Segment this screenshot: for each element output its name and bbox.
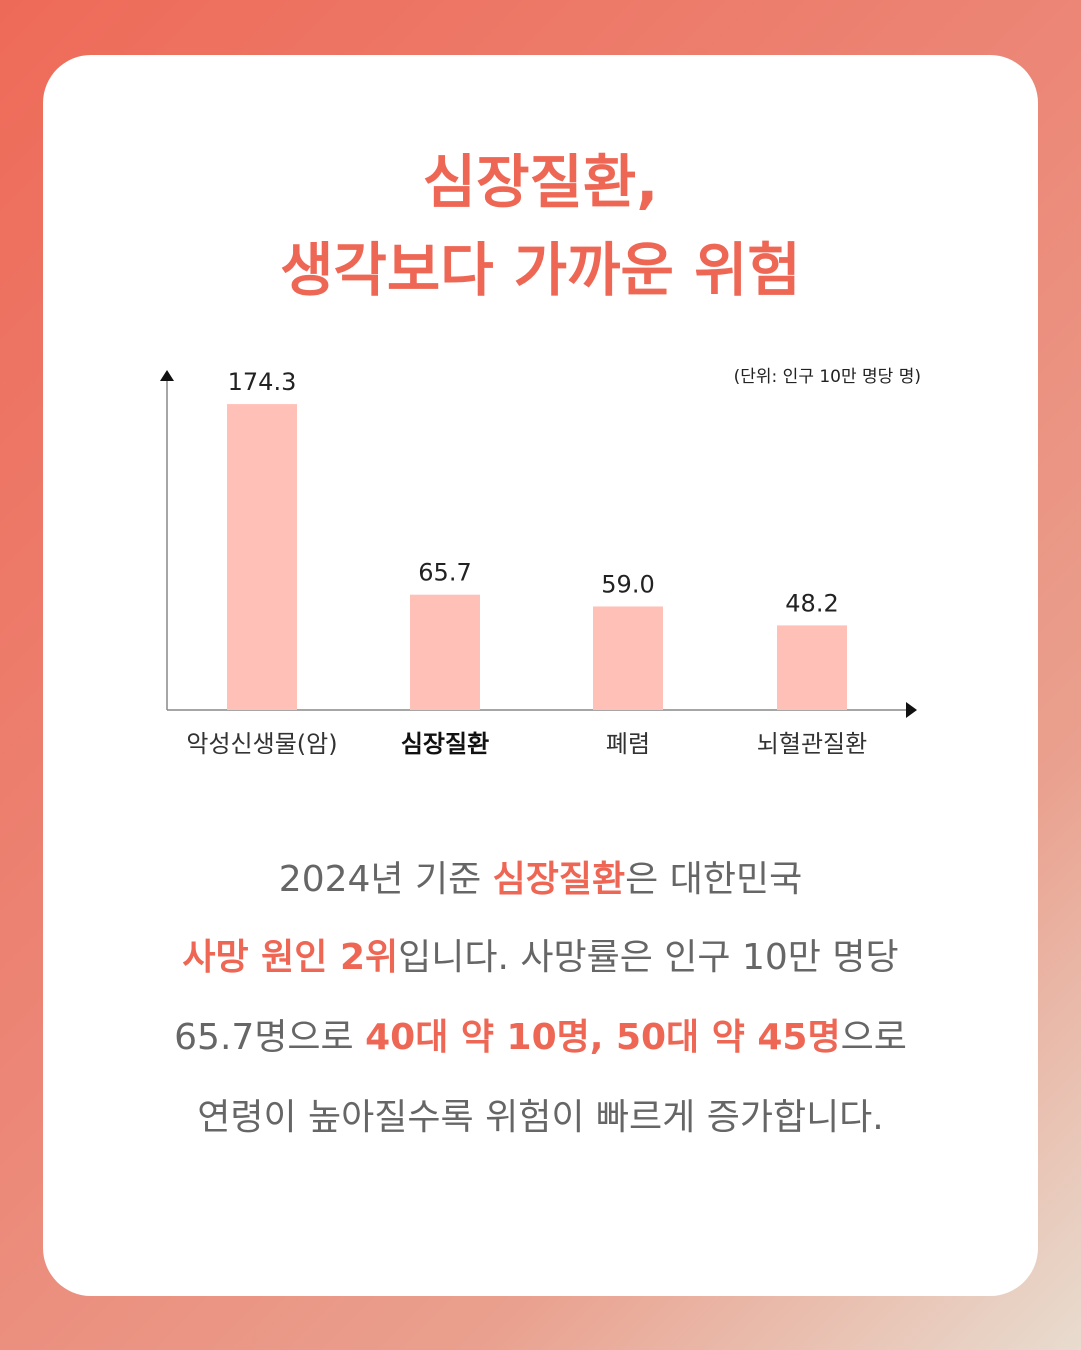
y-axis-arrow <box>160 370 174 381</box>
x-axis-arrow <box>906 702 917 718</box>
bar-3 <box>593 606 663 710</box>
bar-4 <box>777 625 847 710</box>
bar-2 <box>410 594 480 710</box>
bar-chart: 174.3 악성신생물(암) 65.7 심장질환 59.0 폐렴 48.2 뇌혈관질환 <box>160 368 917 758</box>
description-line1: 2024년 기준 심장질환은 대한민국 <box>278 859 803 900</box>
category-label-1: 악성신생물(암) <box>186 730 337 758</box>
category-label-2: 심장질환 <box>401 730 489 758</box>
description-line3: 65.7명으로 40대 약 10명, 50대 약 45명으로 <box>174 1017 907 1058</box>
content-card <box>43 55 1038 1296</box>
page-title-line2: 생각보다 가까운 위험 <box>280 236 801 304</box>
description-line4: 연령이 높아질수록 위험이 빠르게 증가합니다. <box>197 1097 884 1138</box>
category-label-4: 뇌혈관질환 <box>757 730 867 758</box>
unit-label: (단위: 인구 10만 명당 명) <box>733 367 921 387</box>
bar-1 <box>227 404 297 710</box>
page-title-line1: 심장질환, <box>422 148 659 216</box>
value-label-2: 65.7 <box>418 559 471 587</box>
value-label-1: 174.3 <box>228 368 297 396</box>
value-label-3: 59.0 <box>601 570 654 598</box>
description-line2: 사망 원인 2위입니다. 사망률은 인구 10만 명당 <box>182 937 899 978</box>
category-label-3: 폐렴 <box>606 730 650 758</box>
value-label-4: 48.2 <box>785 589 838 617</box>
